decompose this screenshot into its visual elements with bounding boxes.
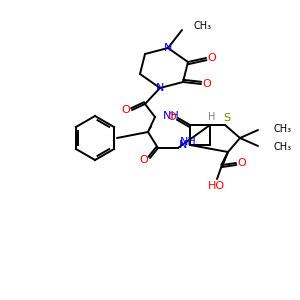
Text: O: O [208,53,216,63]
Text: NH: NH [163,111,180,121]
Text: S: S [224,113,231,123]
Text: N: N [164,43,172,53]
Text: O: O [238,158,246,168]
Text: H: H [208,112,216,122]
Text: CH₃: CH₃ [194,21,212,31]
Text: N: N [156,83,164,93]
Text: O: O [122,105,130,115]
Text: O: O [140,155,148,165]
Text: CH₃: CH₃ [274,142,292,152]
Text: N: N [178,140,187,150]
Text: HO: HO [207,181,225,191]
Text: NH: NH [180,137,197,147]
Text: O: O [168,112,176,122]
Text: CH₃: CH₃ [274,124,292,134]
Text: O: O [202,79,211,89]
